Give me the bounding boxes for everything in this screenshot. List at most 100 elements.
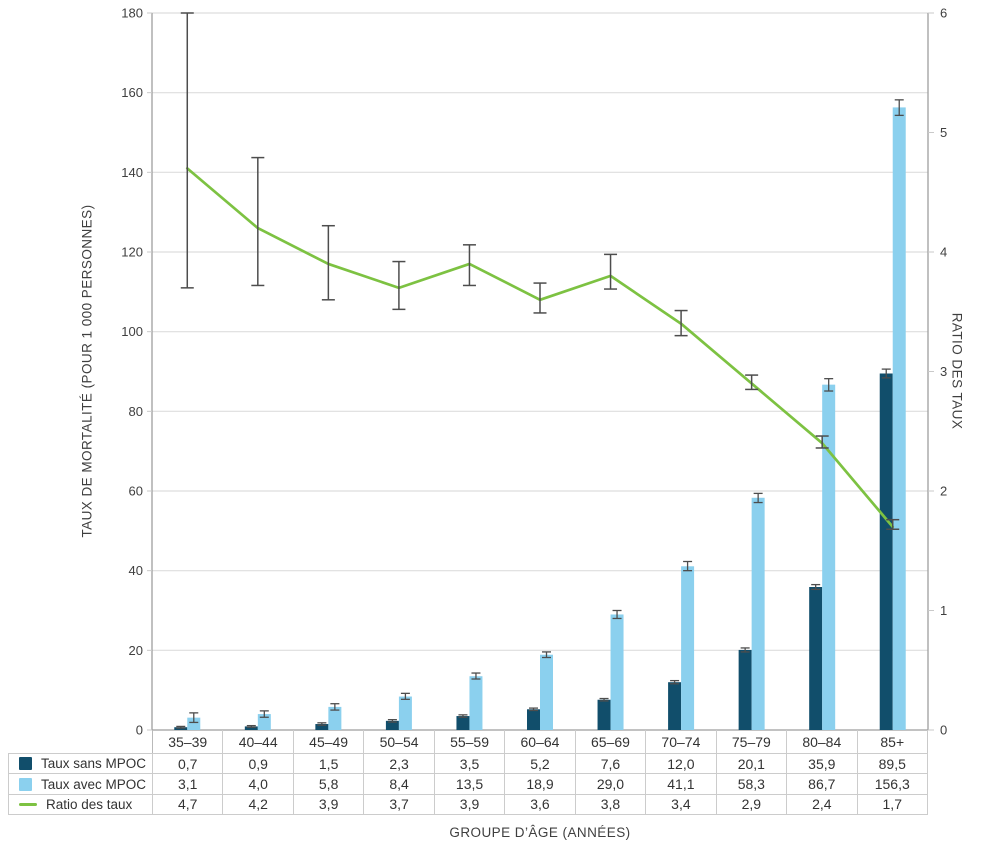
age-column-header-50-54: 50–54 xyxy=(364,730,435,753)
bar-taux-sans-mpoc-50-54 xyxy=(385,720,399,730)
table-cell-ratio-des-taux-75-79: 2,9 xyxy=(715,794,786,815)
error-bar xyxy=(753,492,763,504)
error-bar xyxy=(180,12,194,289)
bar-taux-sans-mpoc-70-74 xyxy=(668,682,682,730)
table-cell-taux-avec-mpoc-40-44: 4,0 xyxy=(222,774,292,794)
legend-square-swatch xyxy=(19,777,32,791)
age-column-header-40-44: 40–44 xyxy=(223,730,294,753)
legend-item-taux-avec-mpoc: Taux avec MPOC xyxy=(8,774,152,794)
error-bar xyxy=(176,725,186,729)
left-axis-tick-label: 180 xyxy=(121,6,143,21)
error-bar xyxy=(599,697,609,702)
left-axis-tick-label: 60 xyxy=(129,484,143,499)
table-cell-taux-avec-mpoc-70-74: 41,1 xyxy=(645,774,715,794)
table-cell-taux-sans-mpoc-45-49: 1,5 xyxy=(292,754,363,774)
age-group-header-row: 35–39 40–44 45–49 50–54 55–59 60–64 65–69 70–74… xyxy=(152,730,928,753)
table-cell-taux-sans-mpoc-70-74: 12,0 xyxy=(645,754,715,774)
table-cell-ratio-des-taux-85plus: 1,7 xyxy=(856,794,928,815)
error-bar xyxy=(683,560,693,572)
bar-taux-sans-mpoc-40-44 xyxy=(244,726,258,730)
age-column-header-65-69: 65–69 xyxy=(576,730,647,753)
error-bar xyxy=(529,707,538,712)
table-cell-taux-sans-mpoc-55-59: 3,5 xyxy=(433,754,504,774)
error-bar xyxy=(604,253,618,290)
table-cell-taux-avec-mpoc-45-49: 5,8 xyxy=(292,774,363,794)
left-axis-tick-label: 80 xyxy=(129,404,143,419)
bar-taux-avec-mpoc-50-54 xyxy=(398,696,412,730)
ratio-line xyxy=(185,167,895,529)
error-bar xyxy=(189,712,199,724)
left-axis-tick-label: 160 xyxy=(121,85,143,100)
table-cell-taux-sans-mpoc-40-44: 0,9 xyxy=(222,754,292,774)
bar-taux-sans-mpoc-60-64 xyxy=(527,709,540,730)
age-column-header-35-39: 35–39 xyxy=(153,730,224,753)
left-axis-tick-label: 120 xyxy=(121,245,143,260)
legend-label: Ratio des taux xyxy=(46,796,133,812)
error-bar xyxy=(400,692,410,700)
bar-taux-avec-mpoc-45-49 xyxy=(328,706,342,730)
bar-taux-avec-mpoc-70-74 xyxy=(681,566,695,730)
right-axis-tick-label: 5 xyxy=(940,125,947,140)
error-bar xyxy=(462,244,476,287)
legend-square-swatch xyxy=(19,757,32,771)
bar-taux-sans-mpoc-85plus xyxy=(879,373,893,730)
table-cell-taux-avec-mpoc-50-54: 8,4 xyxy=(363,774,433,794)
left-axis-tick-label: 40 xyxy=(129,563,143,578)
bar-taux-avec-mpoc-40-44 xyxy=(257,714,271,730)
error-bar xyxy=(246,724,256,728)
error-bar xyxy=(894,99,904,117)
error-bar xyxy=(387,718,397,723)
error-bar xyxy=(458,714,468,718)
bar-taux-avec-mpoc-65-69 xyxy=(610,614,624,730)
bar-taux-avec-mpoc-60-64 xyxy=(540,654,553,730)
left-axis-tick-label: 20 xyxy=(129,643,143,658)
table-cell-taux-sans-mpoc-50-54: 2,3 xyxy=(363,754,433,774)
age-column-header-80-84: 80–84 xyxy=(787,730,858,753)
age-column-header-85plus: 85+ xyxy=(880,733,905,750)
error-bar xyxy=(824,378,834,392)
age-column-header-45-49: 45–49 xyxy=(294,730,365,753)
bar-taux-avec-mpoc-85plus xyxy=(892,107,906,730)
right-axis-tick-label: 0 xyxy=(940,723,947,738)
right-axis-tick-label: 6 xyxy=(940,6,947,21)
table-cell-taux-sans-mpoc-75-79: 20,1 xyxy=(715,754,786,774)
error-bar xyxy=(674,309,688,337)
error-bar xyxy=(670,679,680,685)
table-cell-ratio-des-taux-45-49: 3,9 xyxy=(292,794,363,815)
error-bar xyxy=(330,703,340,711)
table-cell-taux-sans-mpoc-80-84: 35,9 xyxy=(786,754,856,774)
table-cell-ratio-des-taux-50-54: 3,7 xyxy=(363,794,433,815)
age-column-header-75-79: 75–79 xyxy=(717,730,788,753)
error-bar xyxy=(533,282,547,314)
left-axis-tick-label: 140 xyxy=(121,165,143,180)
table-cell-ratio-des-taux-80-84: 2,4 xyxy=(786,794,856,815)
error-bar xyxy=(317,722,327,726)
table-row-taux-sans-mpoc: Taux sans MPOC 0,7 0,9 1,5 2,3 3,5 5,2 7,6 12,0 2… xyxy=(8,754,928,775)
right-axis-title: RATIO DES TAUX xyxy=(949,312,965,430)
table-cell-ratio-des-taux-65-69: 3,8 xyxy=(574,794,645,815)
x-axis-title: GROUPE D’ÂGE (ANNÉES) xyxy=(449,825,631,840)
error-bar xyxy=(745,374,759,391)
table-cell-ratio-des-taux-40-44: 4,2 xyxy=(222,794,292,815)
error-bar xyxy=(612,609,622,620)
table-row-ratio-des-taux: Ratio des taux 4,7 4,2 3,9 3,7 3,9 3,6 3,8 3,4 2,… xyxy=(8,794,928,816)
table-cell-ratio-des-taux-55-59: 3,9 xyxy=(433,794,504,815)
error-bar xyxy=(740,647,750,653)
table-cell-taux-avec-mpoc-80-84: 86,7 xyxy=(786,774,856,794)
right-axis-tick-label: 1 xyxy=(940,603,947,618)
right-axis-tick-label: 4 xyxy=(940,245,947,260)
bar-taux-avec-mpoc-75-79 xyxy=(751,497,765,730)
table-cell-ratio-des-taux-70-74: 3,4 xyxy=(645,794,715,815)
table-cell-taux-sans-mpoc-60-64: 5,2 xyxy=(504,754,574,774)
error-bar xyxy=(542,651,551,659)
table-row-taux-avec-mpoc: Taux avec MPOC 3,1 4,0 5,8 8,4 13,5 18,9 29,0 41… xyxy=(8,774,928,795)
error-bar xyxy=(881,368,891,379)
error-bar xyxy=(392,260,406,311)
error-bar xyxy=(251,156,265,287)
table-cell-taux-avec-mpoc-75-79: 58,3 xyxy=(715,774,786,794)
age-column-header-60-64: 60–64 xyxy=(505,730,576,753)
bar-taux-sans-mpoc-75-79 xyxy=(738,649,752,730)
error-bar xyxy=(886,518,900,530)
legend-item-taux-sans-mpoc: Taux sans MPOC xyxy=(8,754,152,774)
